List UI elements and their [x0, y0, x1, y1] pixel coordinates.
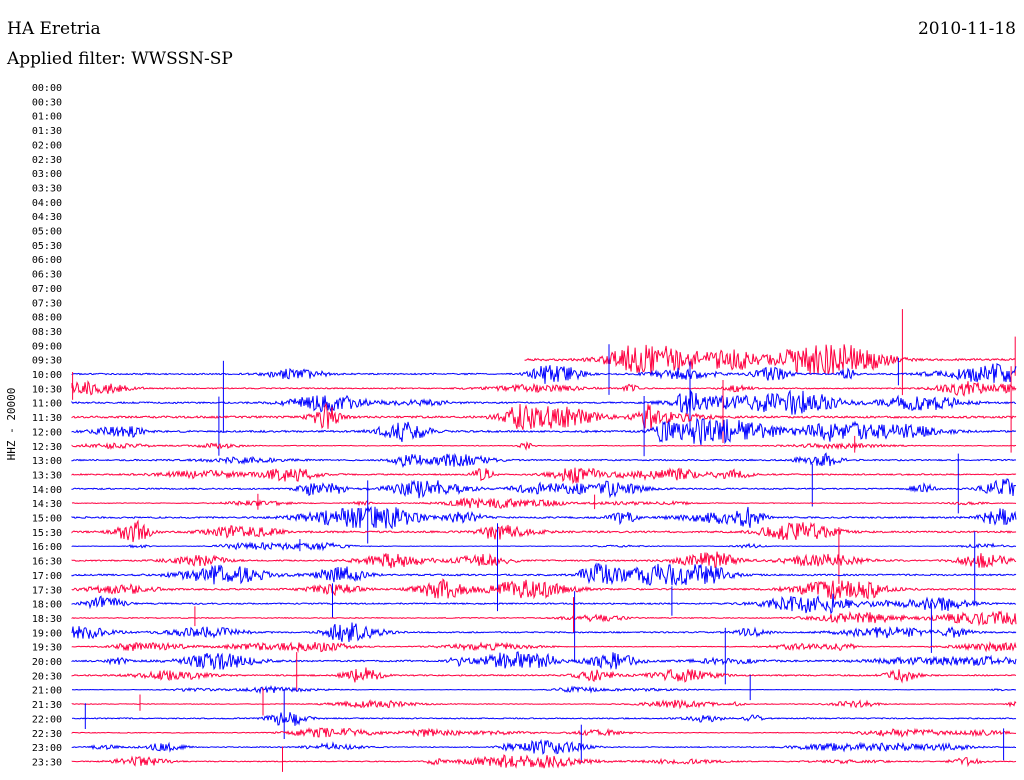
row-time-label: 13:30 — [32, 470, 62, 481]
row-time-label: 02:00 — [32, 140, 62, 151]
row-time-label: 03:00 — [32, 169, 62, 180]
row-time-label: 18:00 — [32, 600, 62, 611]
row-time-label: 20:30 — [32, 671, 62, 682]
filter-label: Applied filter: WWSSN-SP — [7, 49, 233, 69]
row-time-label: 00:00 — [32, 83, 62, 94]
trace-row — [71, 651, 1017, 671]
row-time-label: 04:00 — [32, 198, 62, 209]
trace-row — [71, 389, 1017, 415]
trace-row — [71, 667, 1017, 684]
trace-row — [71, 363, 1017, 384]
station-title: HA Eretria — [7, 19, 101, 39]
trace-row — [71, 726, 1017, 738]
trace-row — [524, 344, 1016, 375]
trace-row — [71, 541, 1017, 552]
row-time-label: 23:00 — [32, 743, 62, 754]
trace-row — [71, 684, 1016, 695]
trace-row — [71, 610, 1017, 627]
trace-row — [71, 738, 1016, 755]
row-time-label: 06:00 — [32, 255, 62, 266]
row-time-label: 02:30 — [32, 155, 62, 166]
seismic-traces — [71, 309, 1017, 772]
row-time-label: 10:00 — [32, 370, 62, 381]
trace-row — [71, 417, 1017, 445]
row-time-label: 10:30 — [32, 384, 62, 395]
trace-row — [71, 380, 1017, 397]
row-time-label: 17:30 — [32, 585, 62, 596]
row-time-label: 12:30 — [32, 442, 62, 453]
row-time-label: 18:30 — [32, 614, 62, 625]
row-time-label: 19:30 — [32, 643, 62, 654]
row-time-label: 04:30 — [32, 212, 62, 223]
row-time-label: 03:30 — [32, 183, 62, 194]
trace-row — [71, 402, 1017, 431]
row-time-label: 09:00 — [32, 341, 62, 352]
row-time-label: 08:30 — [32, 327, 62, 338]
trace-row — [71, 497, 1017, 509]
row-time-label: 22:30 — [32, 729, 62, 740]
row-time-label: 09:30 — [32, 356, 62, 367]
trace-row — [71, 754, 1017, 769]
row-time-label: 11:00 — [32, 399, 62, 410]
trace-row — [71, 593, 1017, 615]
trace-row — [71, 640, 1017, 653]
trace-row — [71, 562, 1017, 586]
row-time-label: 20:00 — [32, 657, 62, 668]
trace-row — [71, 478, 1016, 499]
row-time-label: 14:30 — [32, 499, 62, 510]
record-date: 2010-11-18 — [917, 19, 1016, 39]
row-time-label: 00:30 — [32, 97, 62, 108]
row-time-label: 17:00 — [32, 571, 62, 582]
row-time-label: 12:00 — [32, 427, 62, 438]
row-time-label: 14:00 — [32, 485, 62, 496]
row-time-label: 15:00 — [32, 514, 62, 525]
row-time-label: 01:00 — [32, 112, 62, 123]
channel-label: HHZ - 20000 — [5, 388, 18, 461]
row-time-label: 19:00 — [32, 628, 62, 639]
row-time-label: 21:00 — [32, 686, 62, 697]
trace-row — [71, 519, 1017, 543]
row-time-label: 22:00 — [32, 714, 62, 725]
row-time-label: 16:00 — [32, 542, 62, 553]
row-time-label: 13:00 — [32, 456, 62, 467]
row-time-label: 21:30 — [32, 700, 62, 711]
trace-row — [71, 452, 1017, 468]
trace-row — [71, 578, 1017, 601]
trace-row — [71, 440, 1017, 451]
row-time-label: 15:30 — [32, 528, 62, 539]
trace-row — [71, 551, 1017, 569]
row-time-label: 11:30 — [32, 413, 62, 424]
trace-row — [71, 712, 1017, 726]
trace-row — [71, 505, 1017, 530]
row-time-label: 08:00 — [32, 313, 62, 324]
row-labels: 00:00 00:30 01:00 01:30 02:00 02:30 03:00 03:30… — [32, 83, 62, 768]
row-time-label: 06:30 — [32, 270, 62, 281]
trace-row — [71, 698, 1017, 710]
row-time-label: 07:30 — [32, 298, 62, 309]
row-time-label: 23:30 — [32, 757, 62, 768]
row-time-label: 05:00 — [32, 227, 62, 238]
trace-row — [71, 622, 1017, 643]
trace-row — [71, 467, 1017, 485]
row-time-label: 01:30 — [32, 126, 62, 137]
row-time-label: 05:30 — [32, 241, 62, 252]
row-time-label: 07:00 — [32, 284, 62, 295]
row-time-label: 16:30 — [32, 557, 62, 568]
